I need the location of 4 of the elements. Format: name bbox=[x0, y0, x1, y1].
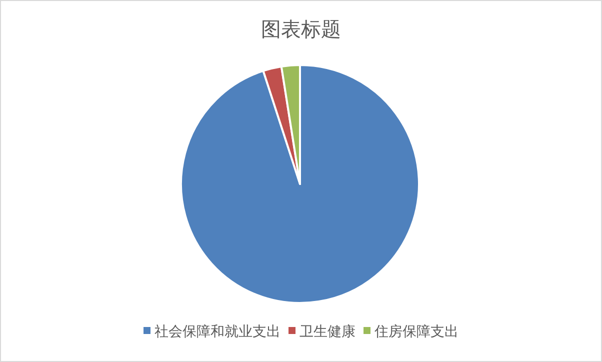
legend-label: 卫生健康 bbox=[300, 323, 356, 339]
legend-label: 住房保障支出 bbox=[374, 323, 458, 339]
legend-label: 社会保障和就业支出 bbox=[154, 323, 280, 339]
chart-title: 图表标题 bbox=[261, 19, 341, 41]
